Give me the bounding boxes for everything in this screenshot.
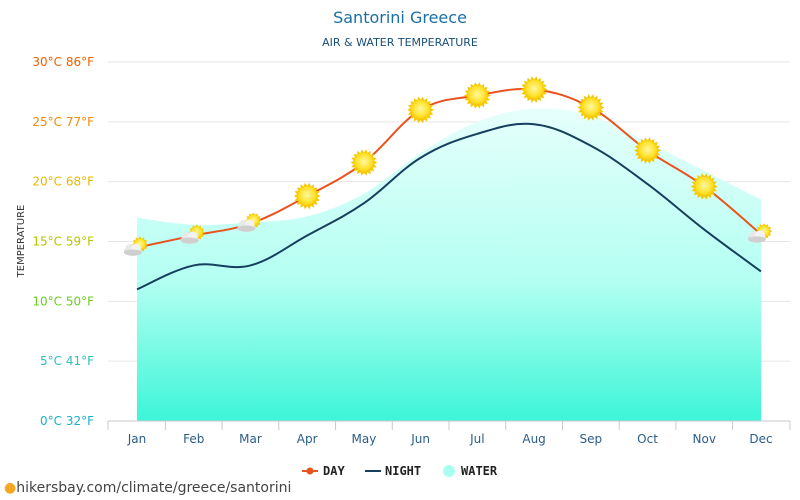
y-tick-label: 10°C 50°F <box>32 294 94 308</box>
partly-cloudy-icon <box>748 223 773 243</box>
water-area <box>137 108 761 421</box>
sun-icon <box>634 137 662 164</box>
y-tick-label: 25°C 77°F <box>32 115 94 129</box>
x-tick-label: Aug <box>522 432 545 446</box>
y-tick-label: 5°C 41°F <box>40 354 94 368</box>
partly-cloudy-icon <box>124 236 149 256</box>
x-tick-labels: Jan Feb Mar Apr May Jun Jul Aug Sep Oct Nov Dec <box>107 421 791 446</box>
sun-icon <box>350 149 378 176</box>
sun-icon <box>577 94 605 121</box>
night-line <box>136 122 762 291</box>
x-tick-label: May <box>352 432 377 446</box>
y-tick-labels: 0°C 32°F 5°C 41°F 10°C 50°F 15°C 59°F 20°C 6… <box>32 55 94 428</box>
sun-icon <box>407 96 435 124</box>
location-pin-icon: ● <box>4 480 17 496</box>
partly-cloudy-icon <box>180 224 205 245</box>
x-tick-label: Feb <box>183 432 204 446</box>
legend-night-label: NIGHT <box>385 464 421 478</box>
x-tick-label: Jul <box>469 432 484 446</box>
x-tick-label: Jan <box>127 432 147 446</box>
sun-icon <box>690 173 718 200</box>
partly-cloudy-icon <box>237 212 262 233</box>
legend-night[interactable]: NIGHT <box>365 464 421 478</box>
x-tick-label: Nov <box>693 432 716 446</box>
y-tick-label: 20°C 68°F <box>32 175 94 189</box>
legend-water-label: WATER <box>461 464 498 478</box>
chart-subtitle: AIR & WATER TEMPERATURE <box>322 36 478 49</box>
y-tick-label: 30°C 86°F <box>32 55 94 69</box>
x-tick-label: Oct <box>637 432 658 446</box>
legend-day[interactable]: DAY <box>302 464 345 478</box>
sun-icon <box>520 76 548 103</box>
weather-icons <box>124 76 773 256</box>
y-axis-label: TEMPERATURE <box>16 205 27 279</box>
x-tick-label: Jun <box>410 432 430 446</box>
x-tick-label: Apr <box>297 432 318 446</box>
x-tick-label: Dec <box>749 432 772 446</box>
x-tick-label: Mar <box>239 432 262 446</box>
watermark[interactable]: ●hikersbay.com/climate/greece/santorini <box>4 480 291 496</box>
y-tick-label: 0°C 32°F <box>40 414 94 428</box>
sun-icon <box>293 182 321 210</box>
legend-day-label: DAY <box>323 464 345 478</box>
legend: DAY NIGHT WATER <box>302 464 498 478</box>
sun-icon <box>463 82 491 109</box>
y-tick-label: 15°C 59°F <box>32 235 94 249</box>
x-tick-label: Sep <box>580 432 603 446</box>
watermark-text: hikersbay.com/climate/greece/santorini <box>16 480 292 496</box>
legend-water[interactable]: WATER <box>443 464 498 478</box>
chart-title: Santorini Greece <box>333 8 467 27</box>
